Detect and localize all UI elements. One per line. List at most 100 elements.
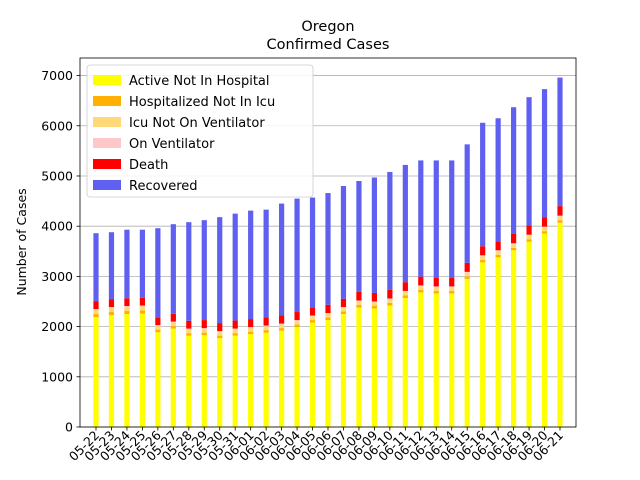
bar-segment xyxy=(279,203,285,316)
bar-segment xyxy=(232,213,238,321)
bar-segment xyxy=(279,328,285,331)
legend-swatch xyxy=(93,75,121,85)
bar-segment xyxy=(232,328,238,330)
bar-segment xyxy=(449,160,455,278)
bar-segment xyxy=(186,328,192,330)
bar-segment xyxy=(526,235,532,240)
bar-segment xyxy=(186,333,192,336)
chart-title: Oregon xyxy=(301,19,354,35)
bar-segment xyxy=(201,329,207,333)
bar-segment xyxy=(464,262,470,272)
bar-segment xyxy=(139,297,145,306)
bar-segment xyxy=(139,305,145,307)
bar-segment xyxy=(155,228,161,318)
legend-swatch xyxy=(93,159,121,169)
bar-segment xyxy=(93,309,99,311)
bar-segment xyxy=(480,256,486,260)
bar-segment xyxy=(232,333,238,336)
bar-segment xyxy=(186,329,192,334)
bar-segment xyxy=(402,164,408,283)
bar-segment xyxy=(480,246,486,256)
bar-segment xyxy=(418,285,424,287)
bar-segment xyxy=(495,118,501,242)
bar-segment xyxy=(155,317,161,326)
bar-segment xyxy=(201,220,207,321)
bar-segment xyxy=(511,243,517,245)
bar-segment xyxy=(294,312,300,321)
bar-segment xyxy=(557,215,563,217)
bar-segment xyxy=(433,290,439,294)
bar-segment xyxy=(248,327,254,329)
bar-segment xyxy=(340,307,347,309)
bar-segment xyxy=(201,320,207,329)
bar-segment xyxy=(325,313,331,315)
y-tick-label: 3000 xyxy=(41,269,73,284)
bar-segment xyxy=(402,291,408,296)
legend-label: Icu Not On Ventilator xyxy=(129,116,265,131)
bar-segment xyxy=(371,177,377,293)
bar-segment xyxy=(433,277,439,287)
bar-segment xyxy=(541,233,548,427)
bar-segment xyxy=(418,292,424,427)
bar-segment xyxy=(124,298,130,307)
bar-segment xyxy=(511,250,517,427)
bar-segment xyxy=(371,306,377,309)
bar-segment xyxy=(449,290,455,294)
bar-segment xyxy=(340,314,347,427)
bar-segment xyxy=(495,254,501,258)
bar-segment xyxy=(155,332,161,427)
bar-segment xyxy=(541,231,548,234)
bar-segment xyxy=(309,197,316,308)
bar-segment xyxy=(325,320,331,427)
bar-segment xyxy=(155,326,161,330)
bar-segment xyxy=(340,186,347,299)
bar-segment xyxy=(263,209,269,318)
bar-segment xyxy=(108,232,115,300)
bar-segment xyxy=(356,307,362,427)
bar-segment xyxy=(263,332,269,427)
bar-segment xyxy=(480,259,486,263)
bar-segment xyxy=(387,302,393,306)
bar-segment xyxy=(464,271,470,273)
legend-label: Active Not In Hospital xyxy=(129,74,270,89)
bar-segment xyxy=(325,304,331,314)
bar-segment xyxy=(541,227,548,232)
bar-segment xyxy=(93,310,99,315)
y-tick-label: 0 xyxy=(65,420,73,435)
bar-segment xyxy=(294,324,300,328)
bar-segment xyxy=(495,241,501,251)
bar-segment xyxy=(433,287,439,291)
bar-segment xyxy=(217,335,223,339)
y-tick-label: 2000 xyxy=(41,319,73,334)
bar-segment xyxy=(248,334,254,427)
bar-segment xyxy=(124,306,130,308)
bar-segment xyxy=(464,276,470,279)
legend-label: Recovered xyxy=(129,179,198,194)
bar-segment xyxy=(541,89,548,218)
bar-segment xyxy=(511,233,517,244)
bar-segment xyxy=(480,122,486,247)
bar-segment xyxy=(124,314,130,427)
bar-segment xyxy=(495,250,501,252)
bar-segment xyxy=(356,305,362,308)
bar-segment xyxy=(309,315,316,317)
bar-segment xyxy=(263,325,269,327)
bar-segment xyxy=(263,317,269,326)
legend: Active Not In Hospital Hospitalized Not I… xyxy=(86,64,314,198)
bar-segment xyxy=(387,298,393,300)
bar-segment xyxy=(108,315,115,427)
legend-swatch xyxy=(93,138,121,148)
legend-label: Hospitalized Not In Icu xyxy=(129,95,275,110)
legend-box xyxy=(86,64,314,198)
bar-segment xyxy=(340,298,347,308)
bar-segment xyxy=(248,319,254,328)
bar-segment xyxy=(464,278,470,427)
bar-segment xyxy=(294,320,300,322)
y-tick-label: 7000 xyxy=(41,68,73,83)
bar-segment xyxy=(139,310,145,314)
bar-segment xyxy=(356,291,362,301)
bar-segment xyxy=(418,289,424,293)
bar-segment xyxy=(309,322,316,427)
bar-segment xyxy=(124,307,130,312)
